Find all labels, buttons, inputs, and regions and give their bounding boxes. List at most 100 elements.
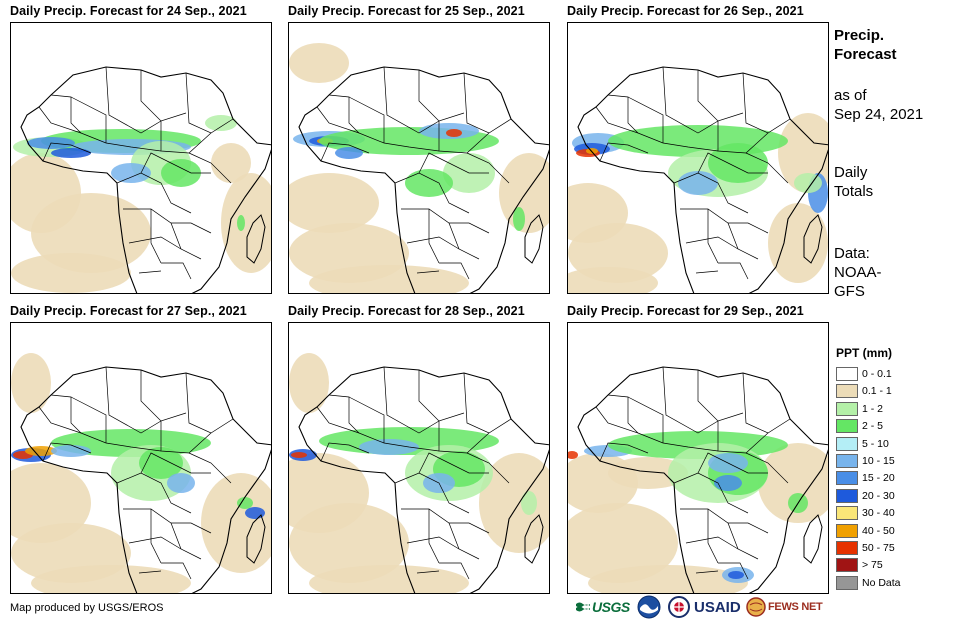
country-border: [707, 509, 719, 564]
legend-swatch: [836, 453, 858, 468]
country-border: [685, 236, 759, 260]
country-border: [401, 208, 490, 234]
light-rain-area: [221, 173, 271, 273]
madagascar-outline: [524, 514, 544, 564]
precip-map: [10, 22, 272, 294]
rainfall-area: [521, 491, 537, 515]
country-border: [50, 394, 82, 434]
country-border: [595, 106, 719, 152]
country-border: [328, 94, 360, 134]
legend-swatch: [836, 401, 858, 416]
rainfall-area: [25, 446, 57, 456]
legend-swatch: [836, 575, 858, 590]
country-border: [599, 142, 649, 162]
forecast-panel: Daily Precip. Forecast for 27 Sep., 2021: [10, 304, 272, 594]
madagascar-outline: [803, 214, 823, 264]
light-rain-area: [31, 193, 151, 273]
legend-label: 10 - 15: [862, 454, 895, 467]
country-border: [383, 66, 440, 134]
legend-label: 30 - 40: [862, 507, 895, 520]
country-border: [463, 372, 512, 434]
country-border: [383, 366, 440, 434]
legend-label: 1 - 2: [862, 402, 884, 415]
country-border: [185, 372, 234, 434]
legend-swatch: [836, 488, 858, 503]
legend-swatch: [836, 436, 858, 451]
light-rain-area: [608, 457, 688, 489]
light-rain-area: [289, 173, 379, 233]
country-border: [439, 562, 470, 580]
country-border: [320, 142, 370, 162]
country-border: [707, 209, 719, 264]
country-border: [466, 452, 510, 484]
legend-label: 0.1 - 1: [862, 385, 892, 398]
country-border: [348, 96, 385, 143]
country-border: [42, 442, 92, 462]
country-border: [418, 70, 465, 122]
light-rain-area: [289, 43, 349, 83]
country-border: [607, 94, 639, 134]
legend-label: No Data: [862, 576, 901, 589]
light-rain-area: [289, 503, 409, 583]
light-rain-area: [289, 353, 329, 413]
fews-net-logo-text: FEWS NET: [768, 601, 823, 613]
country-border: [394, 472, 470, 514]
country-border: [185, 72, 234, 134]
light-rain-area: [201, 473, 271, 573]
forecast-panel: Daily Precip. Forecast for 24 Sep., 2021: [10, 4, 272, 294]
country-border: [718, 562, 749, 580]
precip-map: [567, 22, 829, 294]
coastline: [298, 366, 549, 593]
rainfall-area: [237, 497, 253, 509]
forecast-panel: Daily Precip. Forecast for 25 Sep., 2021: [288, 4, 550, 294]
legend-label: 0 - 0.1: [862, 368, 892, 380]
legend-swatch: [836, 558, 858, 573]
country-border: [448, 222, 460, 250]
rainfall-area: [205, 115, 237, 131]
light-rain-area: [499, 153, 549, 233]
rainfall-area: [111, 163, 151, 183]
sidebar-data-line2: NOAA-: [834, 264, 882, 281]
country-border: [140, 152, 211, 174]
legend-swatch: [836, 540, 858, 555]
coastline: [20, 366, 271, 593]
light-rain-area: [479, 453, 549, 553]
rainfall-area: [568, 451, 578, 459]
legend-label: 40 - 50: [862, 524, 895, 537]
rainfall-area: [708, 143, 768, 183]
country-border: [140, 70, 187, 122]
panel-title: Daily Precip. Forecast for 27 Sep., 2021: [10, 304, 247, 318]
noaa-seal-icon: [637, 595, 661, 619]
precip-map: [288, 322, 550, 594]
light-rain-area: [211, 143, 251, 183]
country-border: [138, 270, 162, 274]
country-border: [50, 94, 82, 134]
country-border: [662, 366, 719, 434]
coastline: [298, 66, 549, 293]
country-border: [697, 70, 744, 122]
country-border: [105, 366, 162, 434]
country-border: [673, 472, 749, 514]
country-border: [438, 421, 490, 454]
forecast-panel: Daily Precip. Forecast for 26 Sep., 2021: [567, 4, 829, 294]
light-rain-area: [568, 503, 678, 583]
map-canvas: [289, 353, 549, 593]
legend-label: 20 - 30: [862, 489, 895, 502]
country-border: [697, 370, 744, 422]
rainfall-area: [446, 129, 462, 137]
country-border: [161, 262, 192, 280]
map-canvas: [289, 43, 549, 293]
usaid-seal: [668, 594, 692, 620]
country-border: [416, 270, 440, 274]
country-border: [418, 452, 489, 474]
panel-title: Daily Precip. Forecast for 24 Sep., 2021: [10, 4, 247, 18]
rainfall-area: [586, 148, 598, 154]
map-canvas: [568, 66, 828, 293]
light-rain-area: [758, 443, 828, 523]
country-border: [745, 152, 789, 184]
country-border: [38, 406, 162, 452]
country-border: [727, 222, 739, 250]
country-border: [463, 72, 512, 134]
legend-swatch: [836, 384, 858, 399]
legend-swatch: [836, 419, 858, 434]
